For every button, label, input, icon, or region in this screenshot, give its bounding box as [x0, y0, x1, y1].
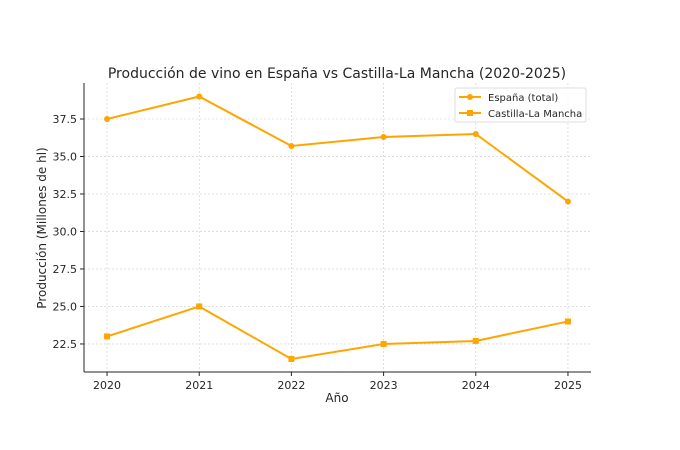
data-point: [196, 93, 203, 100]
data-point: [380, 340, 387, 347]
x-axis-label: Año: [325, 391, 348, 405]
data-point: [472, 337, 479, 344]
y-tick-label: 32.5: [53, 188, 78, 201]
series-line-0: [106, 95, 569, 203]
data-point: [564, 198, 571, 205]
y-tick-label: 35.0: [53, 150, 78, 163]
x-tick-label: 2023: [370, 379, 398, 392]
x-tick-label: 2022: [277, 379, 305, 392]
series-line-1: [106, 305, 569, 360]
data-point: [472, 130, 479, 137]
x-tick-label: 2021: [185, 379, 213, 392]
legend: España (total) Castilla-La Mancha: [454, 87, 587, 123]
y-tick-label: 22.5: [53, 338, 78, 351]
legend-box: [454, 87, 587, 123]
data-point: [288, 355, 295, 362]
data-point: [564, 318, 571, 325]
data-point: [104, 115, 111, 122]
data-point: [196, 303, 203, 310]
legend-label: España (total): [488, 93, 558, 104]
y-tick-label: 25.0: [53, 300, 78, 313]
legend-label: Castilla-La Mancha: [488, 109, 582, 120]
chart-title: Producción de vino en España vs Castilla…: [108, 66, 566, 82]
y-tick-label: 30.0: [53, 225, 78, 238]
legend-marker: [467, 110, 473, 116]
y-tick-label: 37.5: [53, 113, 78, 126]
x-tick-label: 2024: [462, 379, 490, 392]
y-axis-label: Producción (Millones de hl): [35, 147, 49, 308]
x-tick-label: 2020: [93, 379, 121, 392]
data-point: [104, 333, 111, 340]
data-point: [288, 142, 295, 149]
y-tick-label: 27.5: [53, 263, 78, 276]
plot-frame: [84, 83, 591, 372]
x-tick-label: 2025: [554, 379, 582, 392]
legend-marker: [467, 94, 473, 100]
data-point: [380, 133, 387, 140]
